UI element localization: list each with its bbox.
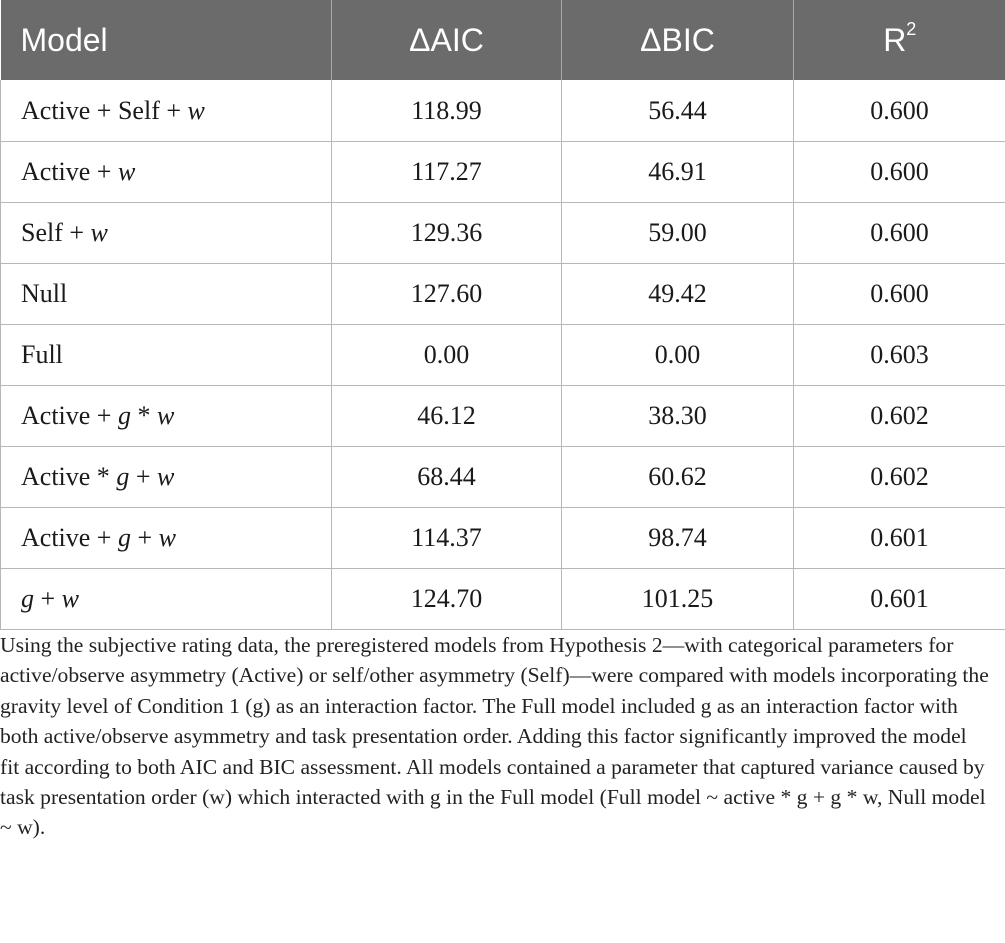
cell-model: Active + w (0, 141, 332, 203)
model-term: Active * (21, 462, 117, 491)
cell-r-squared: 0.603 (793, 324, 1005, 386)
model-term: Null (21, 279, 68, 308)
model-term: w (158, 523, 176, 552)
cell-delta-aic: 46.12 (331, 385, 562, 447)
table-row: Full 0.00 0.00 0.603 (0, 324, 1005, 386)
model-term: * (130, 401, 157, 430)
table-body: Active + Self + w 118.99 56.44 0.600 Active … (0, 80, 1005, 630)
cell-delta-aic: 117.27 (331, 141, 562, 203)
model-term: + (34, 584, 62, 613)
header-delta-bic: ΔBIC (561, 0, 794, 80)
cell-delta-bic: 98.74 (561, 507, 794, 569)
cell-model: Full (0, 324, 332, 386)
cell-delta-aic: 129.36 (331, 202, 562, 264)
cell-delta-bic: 56.44 (561, 80, 794, 142)
table-header-row: Model ΔAIC ΔBIC R2 (0, 0, 1005, 80)
cell-delta-bic: 101.25 (561, 568, 794, 630)
cell-r-squared: 0.601 (793, 568, 1005, 630)
cell-r-squared: 0.601 (793, 507, 1005, 569)
cell-delta-bic: 0.00 (561, 324, 794, 386)
table-row: Active + Self + w 118.99 56.44 0.600 (0, 80, 1005, 142)
cell-r-squared: 0.600 (793, 202, 1005, 264)
cell-r-squared: 0.600 (793, 141, 1005, 203)
cell-r-squared: 0.602 (793, 385, 1005, 447)
cell-delta-aic: 124.70 (331, 568, 562, 630)
cell-delta-bic: 49.42 (561, 263, 794, 325)
model-comparison-table: Model ΔAIC ΔBIC R2 Active + Self + w 118.… (0, 0, 1005, 630)
cell-r-squared: 0.602 (793, 446, 1005, 508)
table-row: Active + w 117.27 46.91 0.600 (0, 141, 1005, 203)
model-term: Active + (21, 523, 118, 552)
cell-delta-bic: 38.30 (561, 385, 794, 447)
model-term: g (117, 523, 131, 552)
header-r-squared-superscript: 2 (906, 18, 917, 39)
cell-delta-aic: 68.44 (331, 446, 562, 508)
table-row: g + w 124.70 101.25 0.601 (0, 568, 1005, 630)
cell-delta-aic: 127.60 (331, 263, 562, 325)
cell-model: Active + g * w (0, 385, 332, 447)
cell-model: Null (0, 263, 332, 325)
model-term: Self + (21, 218, 91, 247)
cell-delta-bic: 60.62 (561, 446, 794, 508)
cell-delta-bic: 46.91 (561, 141, 794, 203)
cell-model: g + w (0, 568, 332, 630)
cell-r-squared: 0.600 (793, 80, 1005, 142)
model-term: w (156, 462, 175, 491)
model-term: Active + (21, 157, 118, 186)
cell-model: Self + w (0, 202, 332, 264)
header-delta-aic: ΔAIC (331, 0, 562, 80)
model-term: w (156, 401, 175, 430)
model-term: g (117, 401, 131, 430)
cell-model: Active * g + w (0, 446, 332, 508)
model-term: w (117, 157, 136, 186)
model-term: + (129, 462, 157, 491)
header-r-squared-base: R (883, 21, 907, 58)
table-row: Active + g + w 114.37 98.74 0.601 (0, 507, 1005, 569)
model-term: w (187, 95, 205, 125)
cell-delta-aic: 114.37 (331, 507, 562, 569)
model-term: w (90, 218, 108, 247)
table-row: Active + g * w 46.12 38.30 0.602 (0, 385, 1005, 447)
cell-delta-aic: 118.99 (331, 80, 562, 142)
model-term: Active + (21, 401, 118, 430)
table-caption: Using the subjective rating data, the pr… (0, 633, 989, 840)
model-term: g (116, 462, 130, 491)
header-model: Model (0, 0, 332, 80)
header-r-squared: R2 (793, 0, 1005, 80)
table-row: Self + w 129.36 59.00 0.600 (0, 202, 1005, 264)
table-row: Null 127.60 49.42 0.600 (0, 263, 1005, 325)
cell-r-squared: 0.600 (793, 263, 1005, 325)
model-term: w (61, 584, 80, 613)
cell-delta-aic: 0.00 (331, 324, 562, 386)
cell-delta-bic: 59.00 (561, 202, 794, 264)
model-term: Active + Self + (21, 95, 188, 125)
model-term: g (21, 584, 34, 613)
model-term: + (130, 523, 159, 552)
table-row: Active * g + w 68.44 60.62 0.602 (0, 446, 1005, 508)
cell-model: Active + g + w (0, 507, 332, 569)
cell-model: Active + Self + w (0, 80, 332, 142)
model-term: Full (21, 340, 63, 369)
